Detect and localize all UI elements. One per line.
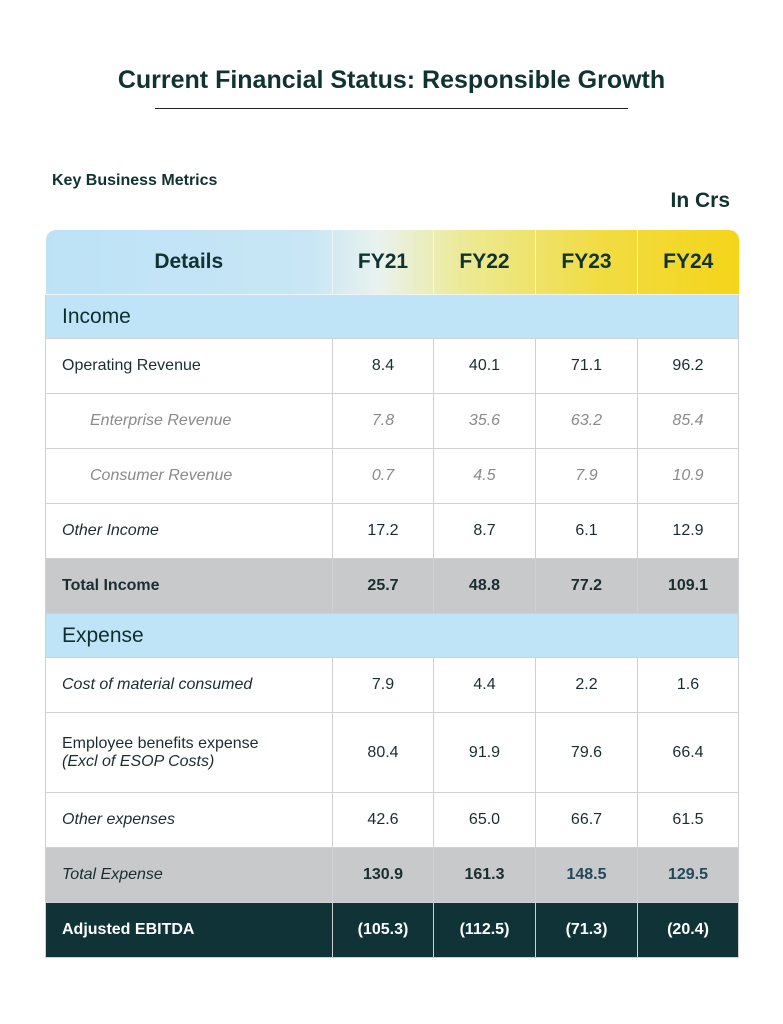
data-row: Consumer Revenue 0.7 4.5 7.9 10.9 [45, 448, 739, 504]
row-label: Operating Revenue [45, 338, 333, 394]
value-cell: 1.6 [637, 657, 739, 713]
label-text: Cost of material consumed [62, 676, 253, 693]
value-cell: 0.7 [332, 448, 434, 504]
data-row: Total Income 25.7 48.8 77.2 109.1 [45, 558, 739, 614]
value-cell: 91.9 [433, 712, 536, 793]
label-text: Other Income [62, 522, 159, 539]
value-cell: 161.3 [433, 847, 536, 903]
value-cell: (112.5) [433, 902, 536, 958]
summary-row: Adjusted EBITDA (105.3) (112.5) (71.3) (20.4… [45, 902, 739, 958]
value-cell: (20.4) [637, 902, 739, 958]
metrics-table: Details FY21 FY22 FY23 FY24 Income Operating … [45, 230, 739, 958]
label-text: Consumer Revenue [90, 467, 233, 484]
value-cell: 4.4 [433, 657, 536, 713]
column-header: FY23 [535, 230, 638, 295]
value-cell: 148.5 [535, 847, 638, 903]
value-cell: 65.0 [433, 792, 536, 848]
value-cell: 63.2 [535, 393, 638, 449]
value-cell: 40.1 [433, 338, 536, 394]
header-row: Details FY21 FY22 FY23 FY24 [45, 230, 739, 295]
section-title: Income [45, 294, 739, 339]
label-text: Total Income [62, 577, 160, 594]
value-cell: 85.4 [637, 393, 739, 449]
row-label: Total Income [45, 558, 333, 614]
row-label: Enterprise Revenue [45, 393, 333, 449]
column-header: FY22 [433, 230, 536, 295]
value-cell: 42.6 [332, 792, 434, 848]
value-cell: 129.5 [637, 847, 739, 903]
value-cell: 61.5 [637, 792, 739, 848]
value-cell: 79.6 [535, 712, 638, 793]
row-label: Other expenses [45, 792, 333, 848]
section-row: Expense [45, 613, 739, 658]
value-cell: (105.3) [332, 902, 434, 958]
section-title: Expense [45, 613, 739, 658]
row-label: Other Income [45, 503, 333, 559]
data-row: Other expenses 42.6 65.0 66.7 61.5 [45, 792, 739, 848]
label-text: Enterprise Revenue [90, 412, 232, 429]
label-text: Other expenses [62, 811, 175, 828]
label-note: (Excl of ESOP Costs) [62, 752, 215, 770]
value-cell: 109.1 [637, 558, 739, 614]
value-cell: 4.5 [433, 448, 536, 504]
value-cell: 48.8 [433, 558, 536, 614]
title-rule [155, 108, 628, 109]
value-cell: 10.9 [637, 448, 739, 504]
row-label: Consumer Revenue [45, 448, 333, 504]
value-cell: 7.9 [535, 448, 638, 504]
subtitle: Key Business Metrics [52, 172, 218, 189]
column-header: FY21 [332, 230, 434, 295]
column-header: Details [45, 230, 333, 295]
data-row: Total Expense 130.9 161.3 148.5 129.5 [45, 847, 739, 903]
value-cell: 80.4 [332, 712, 434, 793]
value-cell: 25.7 [332, 558, 434, 614]
column-header: FY24 [637, 230, 739, 295]
label-text: Operating Revenue [62, 357, 201, 374]
value-cell: 12.9 [637, 503, 739, 559]
row-label: Employee benefits expense (Excl of ESOP C… [45, 712, 333, 793]
value-cell: 6.1 [535, 503, 638, 559]
value-cell: 7.8 [332, 393, 434, 449]
unit: In Crs [670, 189, 730, 212]
value-cell: 66.7 [535, 792, 638, 848]
value-cell: 2.2 [535, 657, 638, 713]
data-row: Operating Revenue 8.4 40.1 71.1 96.2 [45, 338, 739, 394]
row-label: Adjusted EBITDA [45, 902, 333, 958]
value-cell: 7.9 [332, 657, 434, 713]
data-row: Other Income 17.2 8.7 6.1 12.9 [45, 503, 739, 559]
value-cell: (71.3) [535, 902, 638, 958]
value-cell: 66.4 [637, 712, 739, 793]
label-text: Employee benefits expense [62, 734, 259, 752]
value-cell: 130.9 [332, 847, 434, 903]
section-row: Income [45, 294, 739, 339]
value-cell: 8.4 [332, 338, 434, 394]
value-cell: 71.1 [535, 338, 638, 394]
data-row: Enterprise Revenue 7.8 35.6 63.2 85.4 [45, 393, 739, 449]
data-row: Employee benefits expense (Excl of ESOP C… [45, 712, 739, 793]
value-cell: 77.2 [535, 558, 638, 614]
row-label: Total Expense [45, 847, 333, 903]
row-label: Cost of material consumed [45, 657, 333, 713]
value-cell: 96.2 [637, 338, 739, 394]
value-cell: 35.6 [433, 393, 536, 449]
title: Current Financial Status: Responsible Gr… [117, 66, 666, 94]
label-text: Total Expense [62, 866, 163, 883]
value-cell: 17.2 [332, 503, 434, 559]
data-row: Cost of material consumed 7.9 4.4 2.2 1.6 [45, 657, 739, 713]
value-cell: 8.7 [433, 503, 536, 559]
